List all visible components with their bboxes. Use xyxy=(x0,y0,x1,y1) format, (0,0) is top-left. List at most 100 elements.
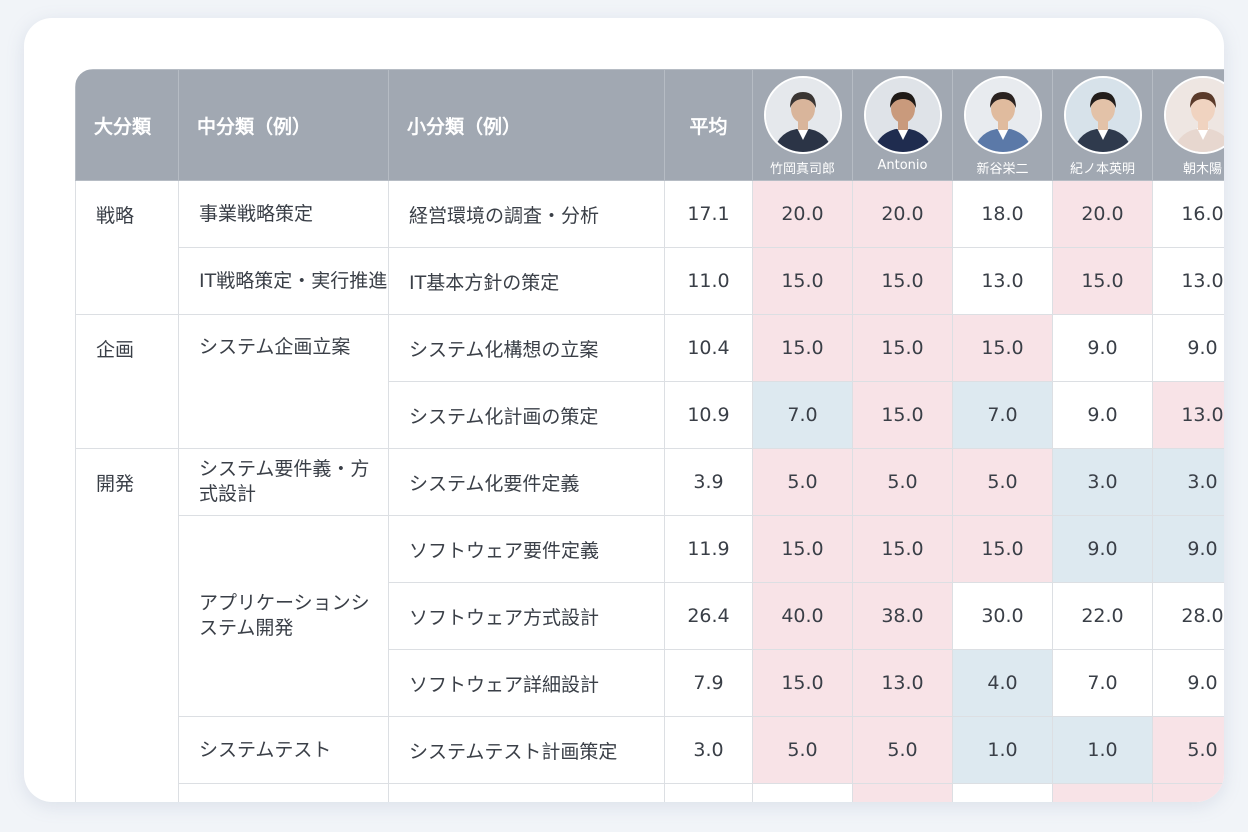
value-cell: 5.0 xyxy=(852,448,953,516)
person-name: 新谷栄二 xyxy=(976,162,1029,177)
empty-cell xyxy=(178,783,389,802)
value-cell: 1.0 xyxy=(952,716,1053,784)
value-cell: 4.0 xyxy=(952,649,1053,717)
avatar xyxy=(1063,76,1142,154)
value-cell: 15.0 xyxy=(852,515,953,583)
middle-cell: システム企画立案 xyxy=(178,314,389,449)
value-cell: 18.0 xyxy=(952,180,1053,248)
value-cell: 1.0 xyxy=(1052,716,1153,784)
value-cell: 15.0 xyxy=(752,247,853,315)
middle-cell: システム要件義・方式設計 xyxy=(178,448,389,516)
value-cell: 15.0 xyxy=(752,314,853,382)
table-row: 戦略 事業戦略策定 経営環境の調査・分析 17.1 20.0 20.0 18.0… xyxy=(75,180,1224,315)
table-row: ソフトウェア方式設計 26.4 40.0 38.0 30.0 22.0 28.0 xyxy=(76,582,1224,650)
value-cell: 9.0 xyxy=(1052,381,1153,449)
header-person[interactable]: 新谷栄二 xyxy=(952,69,1053,181)
table-row: アプリケーションシステム開発 ソフトウェア要件定義 11.9 15.0 15.0… xyxy=(76,515,1224,717)
sub-cell: システム化構想の立案 xyxy=(388,314,665,382)
value-cell: 15.0 xyxy=(752,649,853,717)
person-name: 竹岡真司郎 xyxy=(769,162,835,177)
table-row: ソフトウェア詳細設計 7.9 15.0 13.0 4.0 7.0 9.0 xyxy=(76,649,1224,717)
average-cell: 17.1 xyxy=(664,180,753,248)
value-cell: 20.0 xyxy=(752,180,853,248)
sub-cell: ソフトウェア方式設計 xyxy=(388,582,665,650)
table-row: 開発 システム要件義・方式設計 システム化要件定義 3.9 5.0 5.0 5.… xyxy=(75,448,1224,802)
header-person[interactable]: 竹岡真司郎 xyxy=(752,69,853,181)
value-cell: 28.0 xyxy=(1152,582,1224,650)
avatar xyxy=(963,76,1042,154)
avatar xyxy=(763,76,842,154)
value-cell: 9.0 xyxy=(1152,515,1224,583)
middle-cell: 事業戦略策定 xyxy=(178,180,389,248)
value-cell: 9.0 xyxy=(1152,314,1224,382)
category-cell: 戦略 xyxy=(75,180,179,315)
value-cell: 15.0 xyxy=(752,515,853,583)
empty-cell xyxy=(752,783,853,802)
sub-cell: システム化要件定義 xyxy=(388,448,665,516)
header-person[interactable]: 朝木陽 xyxy=(1152,69,1224,181)
sub-cell: 経営環境の調査・分析 xyxy=(388,180,665,248)
empty-cell xyxy=(664,783,753,802)
value-cell: 13.0 xyxy=(852,649,953,717)
value-cell: 15.0 xyxy=(852,314,953,382)
empty-cell xyxy=(1152,783,1224,802)
value-cell: 7.0 xyxy=(1052,649,1153,717)
value-cell: 5.0 xyxy=(952,448,1053,516)
average-cell: 10.9 xyxy=(664,381,753,449)
table-row: IT戦略策定・実行推進 IT基本方針の策定 11.0 15.0 15.0 13.… xyxy=(76,247,1224,315)
value-cell: 20.0 xyxy=(1052,180,1153,248)
value-cell: 13.0 xyxy=(952,247,1053,315)
value-cell: 5.0 xyxy=(752,448,853,516)
value-cell: 15.0 xyxy=(852,247,953,315)
middle-cell: アプリケーションシステム開発 xyxy=(178,515,389,717)
sub-cell: システム化計画の策定 xyxy=(388,381,665,449)
table-header-row: 大分類 中分類（例） 小分類（例） 平均 竹岡真司郎 Antonio 新谷栄二 … xyxy=(75,69,1224,181)
value-cell: 20.0 xyxy=(852,180,953,248)
value-cell: 38.0 xyxy=(852,582,953,650)
value-cell: 30.0 xyxy=(952,582,1053,650)
sub-cell: ソフトウェア要件定義 xyxy=(388,515,665,583)
header-person[interactable]: 紀ノ本英明 xyxy=(1052,69,1153,181)
category-cell: 企画 xyxy=(75,314,179,449)
value-cell: 13.0 xyxy=(1152,381,1224,449)
value-cell: 13.0 xyxy=(1152,247,1224,315)
middle-cell: システムテスト xyxy=(178,716,389,784)
value-cell: 3.0 xyxy=(1152,448,1224,516)
avatar xyxy=(1163,76,1224,154)
empty-cell xyxy=(952,783,1053,802)
sub-cell: ソフトウェア詳細設計 xyxy=(388,649,665,717)
value-cell: 15.0 xyxy=(1052,247,1153,315)
value-cell: 15.0 xyxy=(852,381,953,449)
middle-cell: IT戦略策定・実行推進 xyxy=(178,247,389,315)
table-card: 大分類 中分類（例） 小分類（例） 平均 竹岡真司郎 Antonio 新谷栄二 … xyxy=(24,18,1224,802)
avatar xyxy=(863,76,942,154)
table-row-partial xyxy=(76,783,1224,802)
value-cell: 15.0 xyxy=(952,515,1053,583)
header-person[interactable]: Antonio xyxy=(852,69,953,181)
average-cell: 7.9 xyxy=(664,649,753,717)
value-cell: 7.0 xyxy=(952,381,1053,449)
empty-cell xyxy=(852,783,953,802)
value-cell: 5.0 xyxy=(1152,716,1224,784)
value-cell: 15.0 xyxy=(952,314,1053,382)
value-cell: 40.0 xyxy=(752,582,853,650)
skills-comparison-table: 大分類 中分類（例） 小分類（例） 平均 竹岡真司郎 Antonio 新谷栄二 … xyxy=(75,69,1224,802)
person-name: 紀ノ本英明 xyxy=(1069,162,1135,177)
value-cell: 16.0 xyxy=(1152,180,1224,248)
table-row: 企画 システム企画立案 システム化構想の立案 10.4 15.0 15.0 15… xyxy=(75,314,1224,449)
average-cell: 3.9 xyxy=(664,448,753,516)
average-cell: 26.4 xyxy=(664,582,753,650)
header-average: 平均 xyxy=(664,69,753,181)
value-cell: 9.0 xyxy=(1152,649,1224,717)
value-cell: 5.0 xyxy=(852,716,953,784)
value-cell: 9.0 xyxy=(1052,515,1153,583)
skills-table-container[interactable]: 大分類 中分類（例） 小分類（例） 平均 竹岡真司郎 Antonio 新谷栄二 … xyxy=(75,69,1224,802)
value-cell: 7.0 xyxy=(752,381,853,449)
header-category: 大分類 xyxy=(75,69,179,181)
value-cell: 22.0 xyxy=(1052,582,1153,650)
sub-cell: システムテスト計画策定 xyxy=(388,716,665,784)
table-row: システムテスト システムテスト計画策定 3.0 5.0 5.0 1.0 1.0 … xyxy=(76,716,1224,784)
value-cell: 3.0 xyxy=(1052,448,1153,516)
category-cell: 開発 xyxy=(75,448,179,802)
empty-cell xyxy=(388,783,665,802)
